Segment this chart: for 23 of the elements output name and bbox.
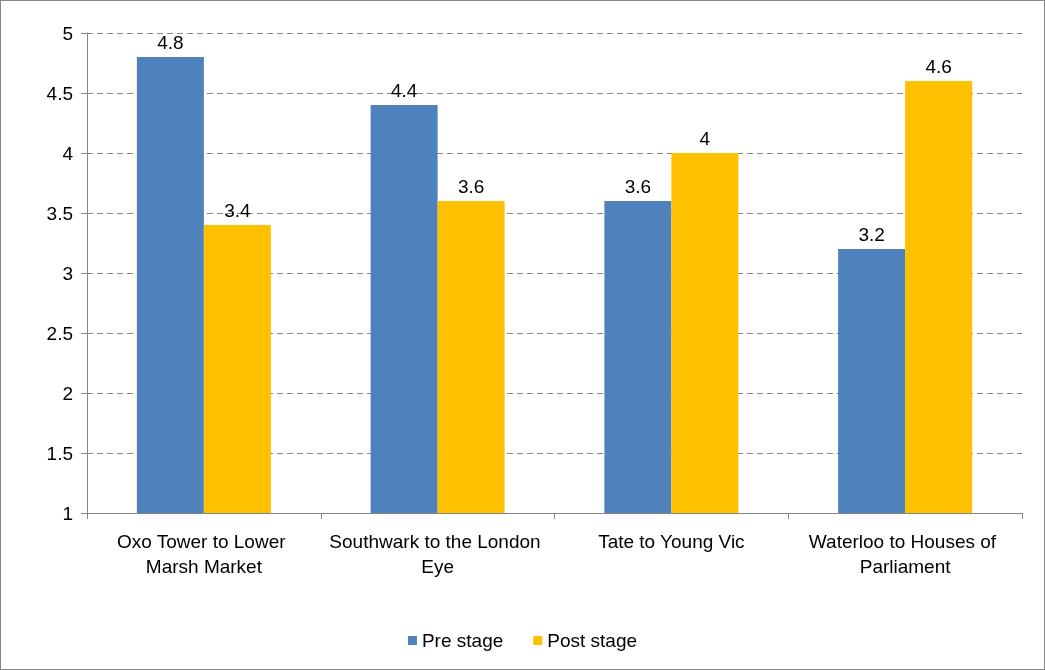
x-tick-label: Waterloo to Houses of Parliament bbox=[808, 531, 1002, 577]
x-tick-label: Oxo Tower to Lower Marsh Market bbox=[116, 531, 291, 577]
y-tick-label: 4 bbox=[62, 142, 74, 164]
y-tick-label: 3.5 bbox=[46, 202, 73, 224]
y-tick-label: 3 bbox=[62, 262, 73, 284]
legend-label: Pre stage bbox=[421, 630, 504, 651]
x-tick-label: Southwark to the London Eye bbox=[329, 531, 546, 577]
y-tick-label: 1.5 bbox=[46, 442, 73, 464]
data-label: 4.6 bbox=[925, 56, 952, 77]
x-tick-label: Tate to Young Vic bbox=[598, 531, 745, 552]
data-label: 4 bbox=[699, 128, 711, 149]
y-tick-label: 2 bbox=[62, 382, 73, 404]
y-tick-label: 5 bbox=[62, 22, 73, 44]
data-label: 4.4 bbox=[390, 80, 418, 101]
y-tick-label: 4.5 bbox=[46, 82, 73, 104]
data-label: 3.2 bbox=[858, 224, 885, 245]
y-tick-label: 2.5 bbox=[46, 322, 73, 344]
y-tick-label: 1 bbox=[62, 502, 73, 524]
data-label: 3.4 bbox=[224, 200, 252, 221]
legend-label: Post stage bbox=[547, 630, 638, 651]
data-label: 3.6 bbox=[624, 176, 652, 197]
data-label: 4.8 bbox=[157, 32, 184, 53]
data-label: 3.6 bbox=[457, 176, 485, 197]
